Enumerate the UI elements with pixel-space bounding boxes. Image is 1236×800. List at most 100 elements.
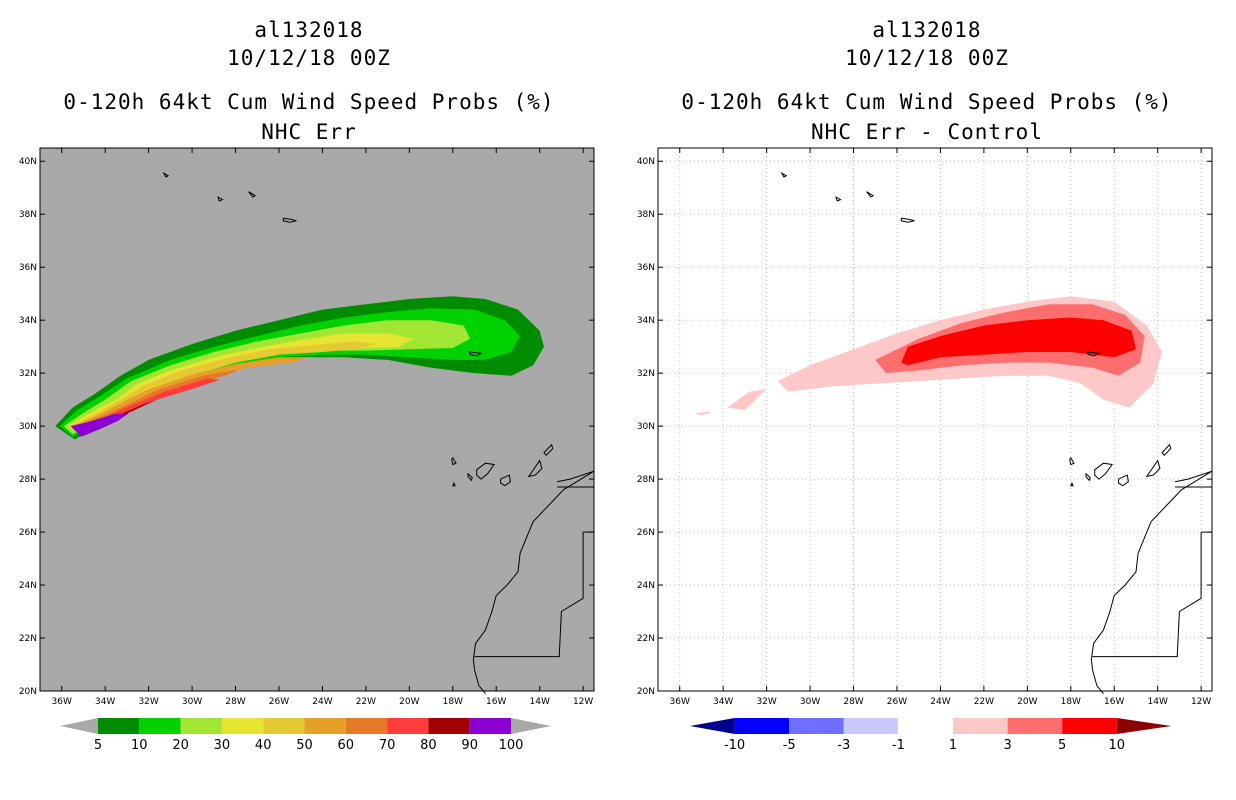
storm-id-title: al132018 (254, 18, 364, 42)
right-panel: al132018 10/12/18 00Z 0-120h 64kt Cum Wi… (618, 0, 1236, 800)
x-tick-label: 20W (1017, 697, 1037, 707)
colorbar-swatch (734, 718, 790, 734)
map-background (40, 148, 594, 691)
y-tick-label: 20N (637, 687, 655, 697)
island-outline (1070, 481, 1074, 487)
colorbar-label: 80 (420, 738, 437, 753)
x-tick-label: 24W (930, 697, 950, 707)
y-tick-label: 34N (637, 316, 655, 326)
colorbar-label: 1 (949, 738, 957, 753)
colorbar-arrow-high (1116, 718, 1172, 734)
colorbar-swatch (843, 718, 899, 734)
difference-map: 36W 34W 32W 30W 28W 26W 24W 22W 20W 18W 16W 14W 12W 2… (637, 147, 1213, 707)
y-tick-label: 40N (637, 157, 655, 167)
colorbar-swatch (263, 718, 305, 734)
y-tick-label: 28N (19, 475, 37, 485)
colorbar-label: 40 (255, 738, 272, 753)
contour-fills (55, 296, 544, 440)
island-outline (1069, 457, 1075, 466)
probability-map: 36W 34W 32W 30W 28W 26W 24W 22W 20W 18W 16W 14W 12W 2… (19, 147, 595, 707)
colorbar-swatch (345, 718, 388, 734)
x-tick-label: 30W (182, 697, 202, 707)
colorbar-label: 70 (379, 738, 396, 753)
island-outline (162, 171, 170, 178)
colorbar-swatch (139, 718, 181, 734)
country-border (474, 532, 584, 658)
x-tick-label: 22W (974, 697, 994, 707)
y-tick-label: 26N (637, 528, 655, 538)
x-tick-label: 32W (756, 697, 776, 707)
island-outline (476, 462, 495, 480)
island-outline (217, 195, 224, 202)
y-tick-label: 24N (19, 581, 37, 591)
colorbar-label: -5 (783, 738, 796, 753)
chart-title: 0-120h 64kt Cum Wind Speed Probs (%) (63, 90, 555, 114)
colorbar-label: 3 (1003, 738, 1011, 753)
contour-20 (63, 320, 471, 435)
colorbar-swatch (304, 718, 346, 734)
x-tick-label: 28W (225, 697, 245, 707)
island-outline (1161, 443, 1172, 457)
x-tick-label: 20W (399, 697, 419, 707)
colorbar-label: -10 (724, 738, 745, 753)
y-tick-label: 32N (19, 369, 37, 379)
colorbar-arrow-low (60, 718, 98, 734)
island-outline (451, 457, 457, 466)
colorbar-swatch (953, 718, 1008, 734)
datetime-title: 10/12/18 00Z (845, 46, 1009, 70)
y-tick-label: 30N (19, 422, 37, 432)
x-tick-label: 28W (843, 697, 863, 707)
y-tick-label: 36N (19, 263, 37, 273)
x-tick-label: 36W (52, 697, 72, 707)
colorbar-swatch (98, 718, 140, 734)
colorbar-label: 60 (338, 738, 355, 753)
island-outline (780, 171, 788, 178)
colorbar-swatch (897, 717, 954, 735)
colorbar-label: 50 (296, 738, 313, 753)
coastlines (780, 171, 1213, 694)
x-tick-label: 34W (95, 697, 115, 707)
x-tick-label: 12W (1191, 697, 1211, 707)
island-outline (467, 472, 473, 482)
x-tick-label: 18W (443, 697, 463, 707)
storm-id-title: al132018 (872, 18, 982, 42)
island-outline (248, 191, 257, 198)
colorbar-swatch (387, 718, 429, 734)
x-tick-label: 22W (356, 697, 376, 707)
colorbar-label: 10 (131, 738, 148, 753)
colorbar-label: -3 (837, 738, 850, 753)
x-tick-label: 14W (530, 697, 550, 707)
y-tick-label: 30N (637, 422, 655, 432)
island-outline (468, 351, 483, 357)
colorbar-arrow-high (511, 718, 551, 734)
axis-ticks: 36W 34W 32W 30W 28W 26W 24W 22W 20W 18W 16W 14W 12W 2… (637, 148, 1212, 707)
island-outline (835, 195, 842, 202)
y-tick-label: 24N (637, 581, 655, 591)
y-tick-label: 40N (19, 157, 37, 167)
colorbar-label: 20 (172, 738, 189, 753)
contour-5 (901, 317, 1136, 366)
colorbar-label: 30 (214, 738, 231, 753)
x-tick-label: 26W (887, 697, 907, 707)
x-tick-label: 34W (713, 697, 733, 707)
y-tick-label: 32N (637, 369, 655, 379)
colorbar: 5 10 20 30 40 50 60 70 80 90 100 (60, 718, 551, 753)
colorbar-label: 10 (1109, 738, 1126, 753)
contour-1 (727, 389, 767, 411)
y-tick-label: 28N (637, 475, 655, 485)
map-frame (657, 147, 1213, 692)
island-outline (500, 474, 511, 487)
contour-fills (694, 296, 1162, 416)
chart-title: 0-120h 64kt Cum Wind Speed Probs (%) (681, 90, 1173, 114)
y-tick-label: 38N (637, 210, 655, 220)
contour-40 (70, 341, 377, 431)
x-tick-label: 30W (800, 697, 820, 707)
x-tick-label: 32W (138, 697, 158, 707)
island-outline (1086, 351, 1101, 357)
x-tick-label: 16W (1104, 697, 1124, 707)
left-panel: al132018 10/12/18 00Z 0-120h 64kt Cum Wi… (19, 18, 595, 753)
contour-1 (694, 411, 713, 416)
island-outline (452, 481, 456, 487)
colorbar-swatch (221, 718, 264, 734)
island-outline (1145, 459, 1161, 478)
